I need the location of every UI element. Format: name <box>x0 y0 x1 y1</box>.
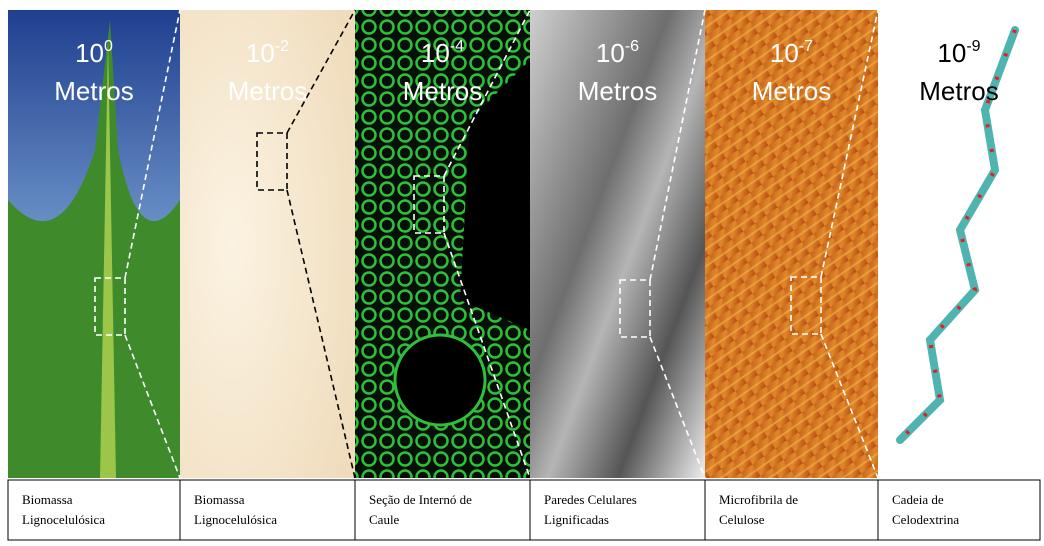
scale-base: 10 <box>937 38 966 68</box>
zoom-box <box>256 132 288 191</box>
scale-exponent: -4 <box>450 38 464 55</box>
caption: Microfibrila de <box>719 492 798 507</box>
caption: Celodextrina <box>892 512 959 527</box>
scale-labels: 100Metros10-2Metros10-4Metros10-6Metros1… <box>54 38 998 106</box>
scale-label: 10-6 <box>596 38 639 68</box>
caption: Lignificadas <box>544 512 609 527</box>
scale-label: 10-7 <box>770 38 813 68</box>
scale-label: 100 <box>75 38 113 68</box>
zoom-box <box>94 277 126 336</box>
zoom-line <box>649 9 706 281</box>
caption: Celulose <box>719 512 765 527</box>
caption-cell <box>704 479 879 541</box>
caption: Lignocelulósica <box>22 512 105 527</box>
scale-base: 10 <box>596 38 625 68</box>
scale-unit: Metros <box>578 76 657 106</box>
panel-images <box>8 10 1040 478</box>
zoom-line <box>124 9 181 279</box>
captions: Biomassa Lignocelulósica Biomassa Lignocelu… <box>7 479 1041 541</box>
scale-base: 10 <box>421 38 450 68</box>
scale-base: 10 <box>246 38 275 68</box>
scale-unit: Metros <box>752 76 831 106</box>
zoom-line <box>820 333 879 479</box>
scale-unit: Metros <box>228 76 307 106</box>
wall-image <box>530 10 705 478</box>
zoom-box <box>790 276 822 335</box>
caption: Paredes Celulares <box>544 492 637 507</box>
caption: Lignocelulósica <box>194 512 277 527</box>
zoom-box <box>619 279 651 338</box>
molecule-chain <box>896 26 1019 444</box>
caption: Caule <box>369 512 400 527</box>
section-image <box>180 10 355 478</box>
scale-label: 10-9 <box>937 38 980 68</box>
scale-label: 10-4 <box>421 38 464 68</box>
zoom-line <box>124 334 181 479</box>
scale-exponent: -9 <box>966 38 980 55</box>
caption-cell <box>529 479 706 541</box>
zoom-box <box>413 175 445 234</box>
caption: Cadeia de <box>892 492 944 507</box>
scale-exponent: -7 <box>799 38 813 55</box>
zoom-line <box>649 336 706 479</box>
fibril-image <box>705 10 878 478</box>
scale-exponent: -2 <box>275 38 289 55</box>
zoom-line <box>443 232 531 479</box>
scale-unit: Metros <box>403 76 482 106</box>
scale-base: 10 <box>75 38 104 68</box>
caption-cell <box>877 479 1041 541</box>
scale-unit: Metros <box>919 76 998 106</box>
zoom-line <box>443 9 531 177</box>
zoom-lines <box>94 9 879 479</box>
plant-leaves <box>8 20 180 478</box>
caption: Seção de Internó de <box>369 492 472 507</box>
caption: Biomassa <box>194 492 245 507</box>
caption-cell <box>179 479 356 541</box>
vessel <box>393 333 487 427</box>
scale-label: 10-2 <box>246 38 289 68</box>
scale-base: 10 <box>770 38 799 68</box>
scale-exponent: 0 <box>104 38 113 55</box>
caption-cell <box>7 479 181 541</box>
dark-area <box>460 60 530 330</box>
zoom-line <box>820 9 879 278</box>
scale-unit: Metros <box>54 76 133 106</box>
plant-stem <box>100 40 116 478</box>
molecule-image <box>878 10 1040 478</box>
caption: Biomassa <box>22 492 73 507</box>
zoom-line <box>286 9 356 134</box>
scale-exponent: -6 <box>625 38 639 55</box>
caption-cell <box>354 479 531 541</box>
